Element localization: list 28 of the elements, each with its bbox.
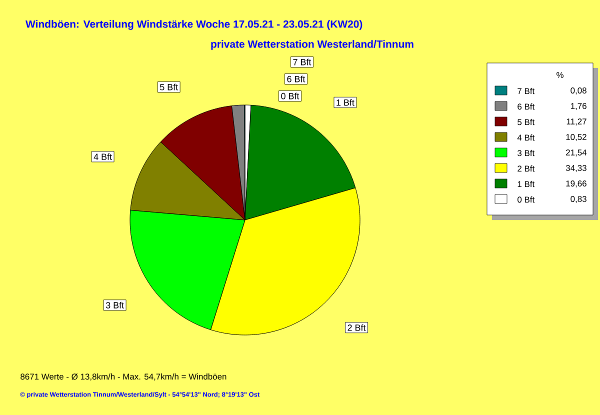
data-label: 34,33 bbox=[566, 165, 586, 172]
slice-label: 4 Bft bbox=[94, 153, 112, 160]
data-label: 1,76 bbox=[570, 103, 586, 110]
legend-label: 5 Bft bbox=[518, 118, 535, 126]
category-label: 6 Bft bbox=[287, 76, 306, 82]
chart-subtitle: private Wetterstation Westerland/Tinnum bbox=[211, 40, 414, 50]
slice-label: 3 Bft bbox=[106, 302, 124, 308]
category-label: 7 Bft bbox=[293, 58, 312, 66]
slice-label: 5 Bft bbox=[160, 84, 178, 90]
data-label: 19,66 bbox=[566, 180, 586, 188]
legend-label: 7 Bft bbox=[518, 88, 535, 94]
text: 8671 Werte - Ø 13,8km/h - Max. 54,7km/h = Windböen bbox=[20, 373, 226, 381]
data-label: 10,52 bbox=[566, 134, 586, 141]
data-label: 11,27 bbox=[566, 118, 586, 126]
legend-label: 3 Bft bbox=[518, 150, 535, 156]
category-label: 0 Bft bbox=[281, 92, 300, 100]
legend-label: 2 Bft bbox=[518, 165, 535, 172]
data-label: 21,54 bbox=[566, 150, 587, 156]
legend-label: 4 Bft bbox=[517, 134, 535, 141]
data-label: 0,83 bbox=[570, 196, 586, 203]
slice-label: 1 Bft bbox=[336, 99, 354, 106]
legend-label: 6 Bft bbox=[518, 103, 535, 110]
legend-title: % bbox=[556, 72, 564, 78]
slice-label: 2 Bft bbox=[348, 324, 366, 331]
chart-title: Windböen: Verteilung Windstärke Woche 17.05.21 - 23.05.21 (KW20) bbox=[26, 20, 362, 30]
data-label: 0,08 bbox=[570, 88, 586, 94]
legend-label: 0 Bft bbox=[518, 196, 535, 203]
legend-label: 1 Bft bbox=[518, 180, 535, 188]
